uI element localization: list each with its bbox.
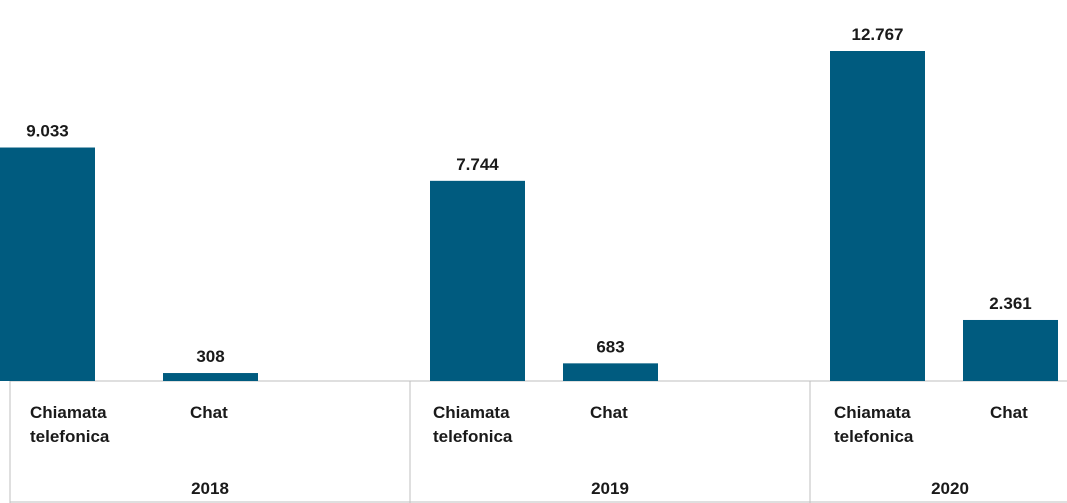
data-label: 2.361	[989, 294, 1032, 313]
category-label: Chiamata telefonica	[834, 403, 914, 446]
category-label: Chat	[990, 403, 1028, 422]
category-label: Chiamata telefonica	[433, 403, 513, 446]
bar-2018-chat	[163, 373, 258, 381]
labels-layer: 9.033 Chiamata telefonica 308 Chat 2018 7.744 C…	[26, 25, 1032, 498]
bar-2018-chiamata-telefonica	[0, 147, 95, 381]
bars-layer	[0, 51, 1058, 381]
category-label: Chat	[590, 403, 628, 422]
data-label: 9.033	[26, 122, 69, 141]
data-label: 308	[196, 347, 224, 366]
year-label-2018: 2018	[191, 479, 229, 498]
bar-2020-chat	[963, 319, 1058, 381]
bar-2019-chat	[563, 363, 658, 381]
year-label-2020: 2020	[931, 479, 969, 498]
data-label: 683	[596, 337, 624, 356]
category-label: Chiamata telefonica	[30, 403, 110, 446]
data-label: 12.767	[852, 25, 904, 44]
data-label: 7.744	[456, 155, 499, 174]
bar-2019-chiamata-telefonica	[430, 180, 525, 381]
bar-2020-chiamata-telefonica	[830, 51, 925, 381]
category-label: Chat	[190, 403, 228, 422]
year-label-2019: 2019	[591, 479, 629, 498]
